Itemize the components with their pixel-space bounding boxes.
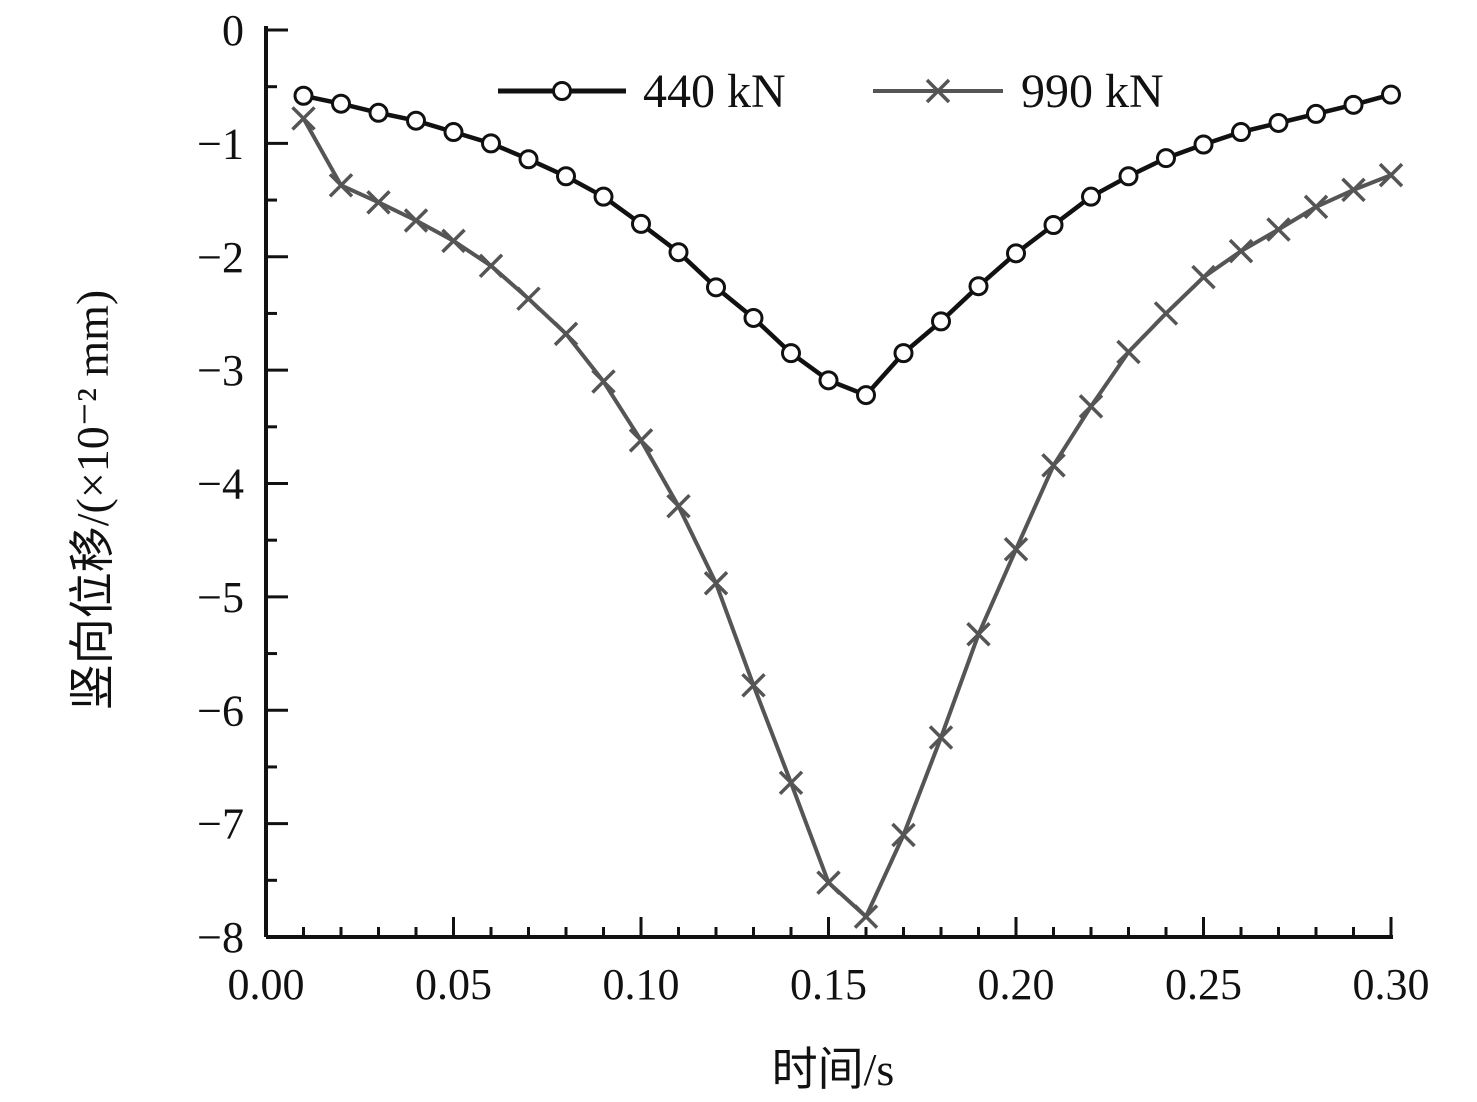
data-point-990kn — [778, 770, 804, 796]
data-point-440kn — [556, 166, 576, 187]
data-point-440kn — [743, 307, 764, 328]
x-tick-label: 0.30 — [1353, 960, 1430, 1009]
y-tick-label: 0 — [222, 6, 244, 55]
data-point-440kn — [518, 149, 539, 170]
data-point-990kn — [366, 190, 391, 215]
data-point-990kn — [591, 369, 616, 394]
legend-label-440kn: 440 kN — [643, 65, 786, 118]
data-point-440kn — [1268, 112, 1289, 133]
data-point-440kn — [1156, 148, 1176, 169]
data-point-440kn — [1081, 186, 1101, 207]
axes: 0 −1 −2 −3 −4 −5 −6 −7 −80.00 0.05 0.10 0.15 0.20 0.2… — [197, 6, 1429, 1009]
data-point-440kn — [443, 122, 464, 143]
y-axis-title: 竖向位移/(×10⁻² mm) — [67, 290, 118, 711]
y-tick-label: −2 — [197, 233, 244, 282]
x-tick-label: 0.00 — [228, 960, 305, 1009]
data-point-990kn — [928, 725, 954, 750]
data-point-440kn — [481, 133, 501, 154]
data-point-990kn — [628, 428, 654, 453]
data-point-440kn — [781, 343, 801, 364]
data-point-440kn — [931, 311, 951, 332]
series-line-990kn — [301, 117, 1392, 919]
data-point-440kn — [331, 93, 351, 114]
data-point-990kn — [741, 673, 766, 698]
y-tick-label: −6 — [197, 686, 244, 735]
data-point-440kn — [818, 370, 839, 391]
data-point-440kn — [668, 242, 689, 263]
x-tick-label: 0.10 — [603, 960, 680, 1009]
data-point-440kn — [1006, 243, 1026, 264]
data-point-990kn — [441, 228, 466, 254]
data-point-440kn — [968, 276, 989, 297]
data-point-990kn — [1266, 217, 1291, 242]
series-layer — [291, 84, 1404, 929]
legend-marker-440kn — [552, 81, 572, 101]
data-point-440kn — [1231, 122, 1251, 143]
data-point-990kn — [891, 822, 916, 848]
data-point-990kn — [328, 173, 354, 198]
y-tick-label: −4 — [197, 460, 244, 509]
data-point-440kn — [406, 110, 426, 131]
data-point-990kn — [1378, 162, 1404, 188]
x-tick-label: 0.15 — [790, 960, 867, 1009]
data-point-440kn — [1306, 103, 1326, 124]
data-point-990kn — [291, 106, 316, 131]
y-tick-label: −3 — [197, 346, 244, 395]
legend: 440 kN 990 kN — [498, 65, 1164, 118]
data-point-440kn — [293, 85, 314, 106]
data-point-990kn — [1041, 453, 1066, 478]
data-point-440kn — [706, 277, 726, 298]
data-point-990kn — [1116, 339, 1141, 365]
data-point-440kn — [893, 343, 914, 364]
legend-item-440kn: 440 kN — [498, 65, 786, 118]
y-tick-label: −1 — [197, 119, 244, 168]
data-point-990kn — [1003, 537, 1029, 562]
data-point-440kn — [1193, 134, 1214, 155]
data-point-990kn — [1191, 264, 1216, 290]
legend-label-990kn: 990 kN — [1021, 65, 1164, 118]
data-point-990kn — [966, 622, 991, 647]
data-point-990kn — [1153, 301, 1179, 326]
y-tick-label: −7 — [197, 800, 244, 849]
data-point-990kn — [1303, 194, 1329, 220]
data-point-990kn — [703, 571, 729, 596]
x-tick-label: 0.20 — [978, 960, 1055, 1009]
data-point-440kn — [368, 102, 389, 123]
y-tick-label: −5 — [197, 573, 244, 622]
data-point-440kn — [1343, 94, 1364, 115]
data-point-440kn — [1043, 215, 1064, 236]
data-point-990kn — [666, 493, 691, 519]
x-tick-label: 0.25 — [1165, 960, 1242, 1009]
data-point-990kn — [816, 870, 841, 895]
data-point-990kn — [403, 208, 429, 233]
data-point-440kn — [631, 213, 651, 234]
series-990kn — [291, 106, 1404, 929]
data-point-990kn — [516, 286, 541, 311]
data-point-440kn — [593, 186, 614, 207]
legend-item-990kn: 990 kN — [873, 65, 1164, 118]
data-point-990kn — [478, 253, 504, 279]
series-440kn — [293, 84, 1401, 406]
data-point-990kn — [1228, 238, 1254, 264]
data-point-990kn — [853, 904, 879, 929]
data-point-440kn — [1118, 166, 1139, 187]
legend-marker-990kn — [925, 78, 951, 104]
data-point-440kn — [1381, 84, 1401, 105]
y-tick-label: −8 — [197, 913, 244, 962]
x-axis-title: 时间/s — [772, 1044, 895, 1095]
x-tick-label: 0.05 — [415, 960, 492, 1009]
series-line-440kn — [303, 92, 1392, 398]
data-point-990kn — [553, 321, 579, 347]
data-point-990kn — [1078, 394, 1104, 419]
data-point-440kn — [856, 385, 876, 406]
data-point-990kn — [1341, 177, 1366, 203]
